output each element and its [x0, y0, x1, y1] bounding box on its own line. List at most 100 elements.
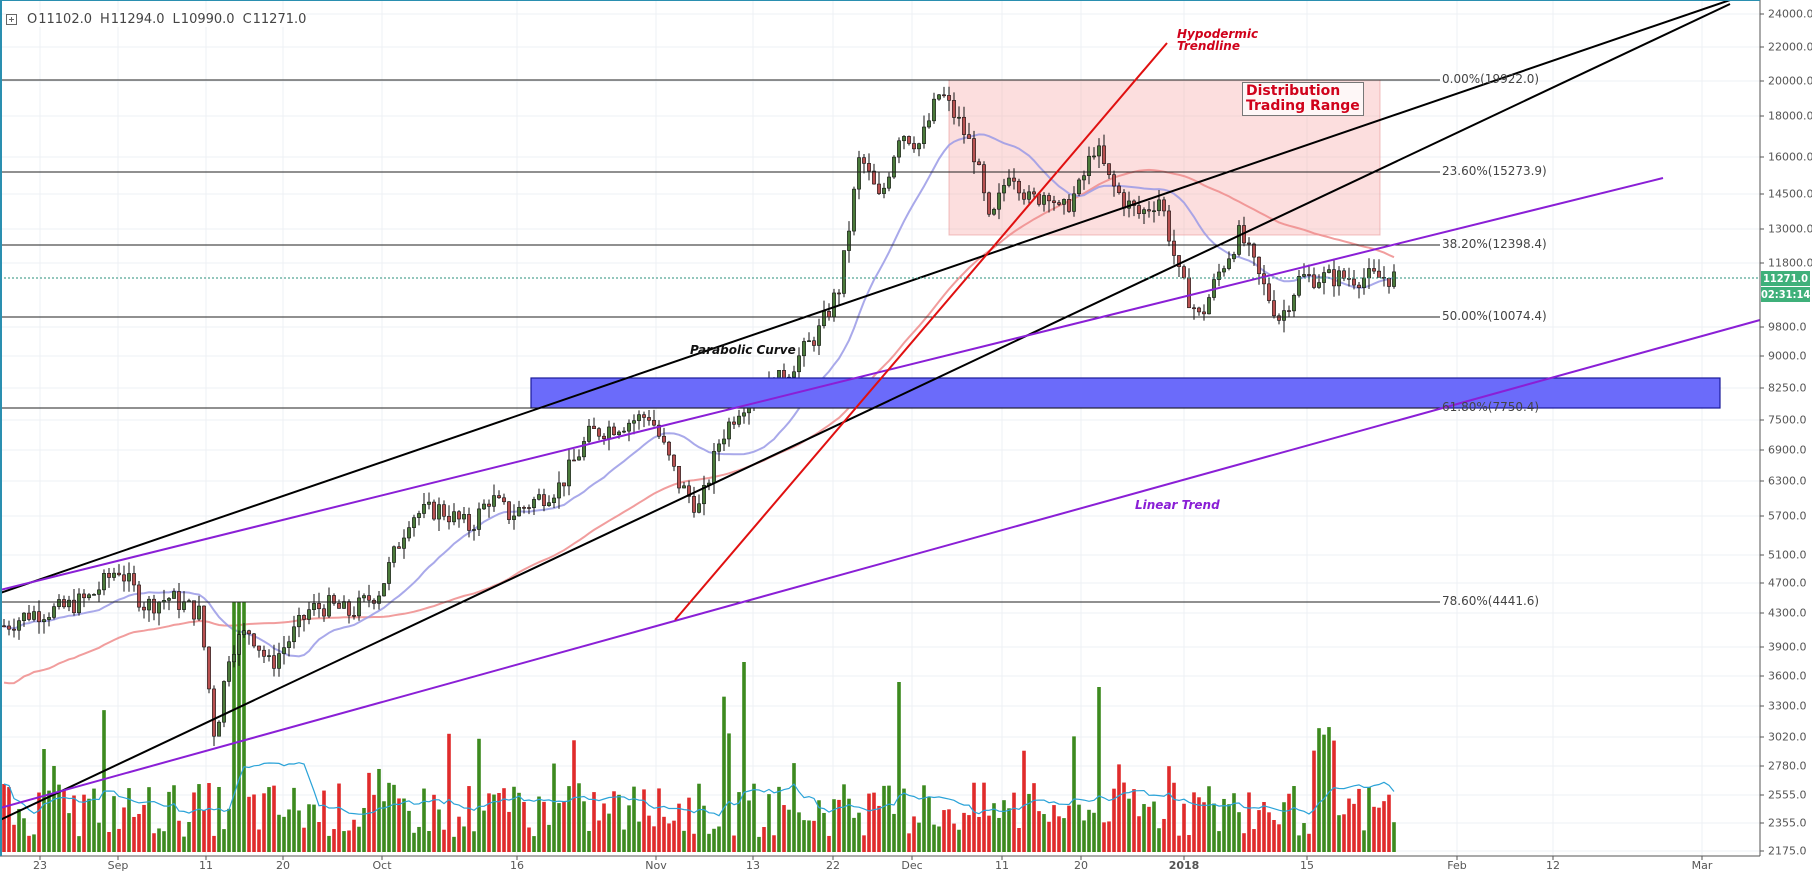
volume-bar — [1157, 828, 1161, 852]
candle-body — [1002, 185, 1006, 194]
volume-bar — [1127, 798, 1131, 852]
candle-body — [997, 192, 1001, 210]
volume-bar — [1037, 811, 1041, 852]
candle-body — [217, 721, 221, 737]
candle-body — [612, 426, 616, 436]
volume-bar — [1182, 803, 1186, 852]
volume-bar — [197, 784, 201, 852]
volume-bar — [632, 786, 636, 852]
volume-bar — [102, 710, 106, 852]
candle-body — [532, 499, 536, 509]
high-label: H — [100, 12, 110, 27]
volume-bar — [662, 816, 666, 852]
volume-bar — [617, 794, 621, 852]
volume-bar — [1382, 801, 1386, 852]
y-tick-label: 5700.0 — [1768, 509, 1807, 523]
volume-bar — [182, 836, 186, 852]
candle-body — [1097, 145, 1101, 157]
candle-body — [497, 495, 501, 499]
parabolic-upper-black-line — [0, 0, 1731, 594]
candle-body — [967, 134, 971, 139]
candle-body — [622, 430, 626, 433]
candle-body — [1152, 210, 1156, 213]
volume-bar — [1147, 806, 1151, 852]
volume-bar — [142, 804, 146, 852]
volume-bar — [897, 682, 901, 852]
x-tick-label: 20 — [276, 859, 290, 872]
volume-bar — [1252, 829, 1256, 852]
volume-bar — [847, 798, 851, 852]
y-tick-label: 7500.0 — [1768, 413, 1807, 427]
volume-bar — [792, 763, 796, 852]
volume-bar — [1067, 805, 1071, 852]
ma-slow-line — [3, 168, 1395, 685]
volume-bar — [432, 794, 436, 852]
y-tick-label: 5100.0 — [1768, 548, 1807, 562]
volume-bar — [672, 820, 676, 852]
candle-body — [282, 647, 286, 654]
candle-body — [427, 501, 431, 505]
candle-body — [7, 625, 11, 630]
candle-body — [1307, 274, 1311, 276]
volume-bar — [1012, 792, 1016, 852]
volume-bar — [732, 835, 736, 852]
hypodermic-red-line — [674, 42, 1168, 621]
candle-body — [92, 594, 96, 596]
candle-body — [637, 414, 641, 421]
volume-bar — [1162, 818, 1166, 852]
volume-bar — [22, 818, 26, 852]
volume-bar — [642, 789, 646, 852]
candle-body — [442, 504, 446, 517]
candle-body — [267, 655, 271, 657]
volume-bar — [267, 787, 271, 852]
volume-bar — [537, 796, 541, 852]
candle-body — [1027, 191, 1031, 200]
candle-body — [732, 421, 736, 425]
volume-bar — [402, 798, 406, 852]
candle-body — [1157, 199, 1161, 212]
volume-bar — [1362, 830, 1366, 852]
y-tick-label: 14500.0 — [1768, 187, 1812, 201]
volume-bar — [452, 836, 456, 852]
volume-bar — [1307, 833, 1311, 852]
candle-body — [57, 599, 61, 607]
volume-bar — [707, 833, 711, 852]
candle-body — [62, 599, 66, 608]
candle-body — [507, 501, 511, 520]
volume-bar — [472, 831, 476, 852]
candle-body — [322, 608, 326, 617]
open-label: O — [27, 12, 38, 27]
y-tick-label: 18000.0 — [1768, 109, 1812, 123]
candle-body — [1007, 177, 1011, 186]
candle-body — [1117, 185, 1121, 193]
y-tick-label: 4300.0 — [1768, 606, 1807, 620]
candle-body — [982, 164, 986, 194]
volume-bar — [1337, 815, 1341, 852]
volume-bar — [762, 827, 766, 852]
candle-body — [487, 503, 491, 507]
candle-body — [1222, 268, 1226, 273]
volume-bar — [952, 823, 956, 852]
volume-bar — [462, 826, 466, 852]
candle-body — [482, 503, 486, 510]
candle-body — [287, 641, 291, 648]
candle-body — [462, 514, 466, 520]
candle-body — [27, 612, 31, 620]
candle-body — [67, 599, 71, 608]
expand-legend-icon[interactable] — [6, 14, 17, 25]
candle-body — [872, 170, 876, 185]
volume-bar — [562, 801, 566, 852]
volume-bar — [107, 831, 111, 852]
volume-bar — [507, 811, 511, 852]
volume-bar — [887, 785, 891, 852]
candle-body — [137, 584, 141, 608]
candle-body — [552, 497, 556, 504]
candle-body — [592, 425, 596, 429]
candle-body — [37, 611, 41, 623]
candle-body — [452, 511, 456, 523]
volume-bar — [367, 772, 371, 852]
volume-bar — [712, 828, 716, 852]
candle-body — [382, 583, 386, 597]
